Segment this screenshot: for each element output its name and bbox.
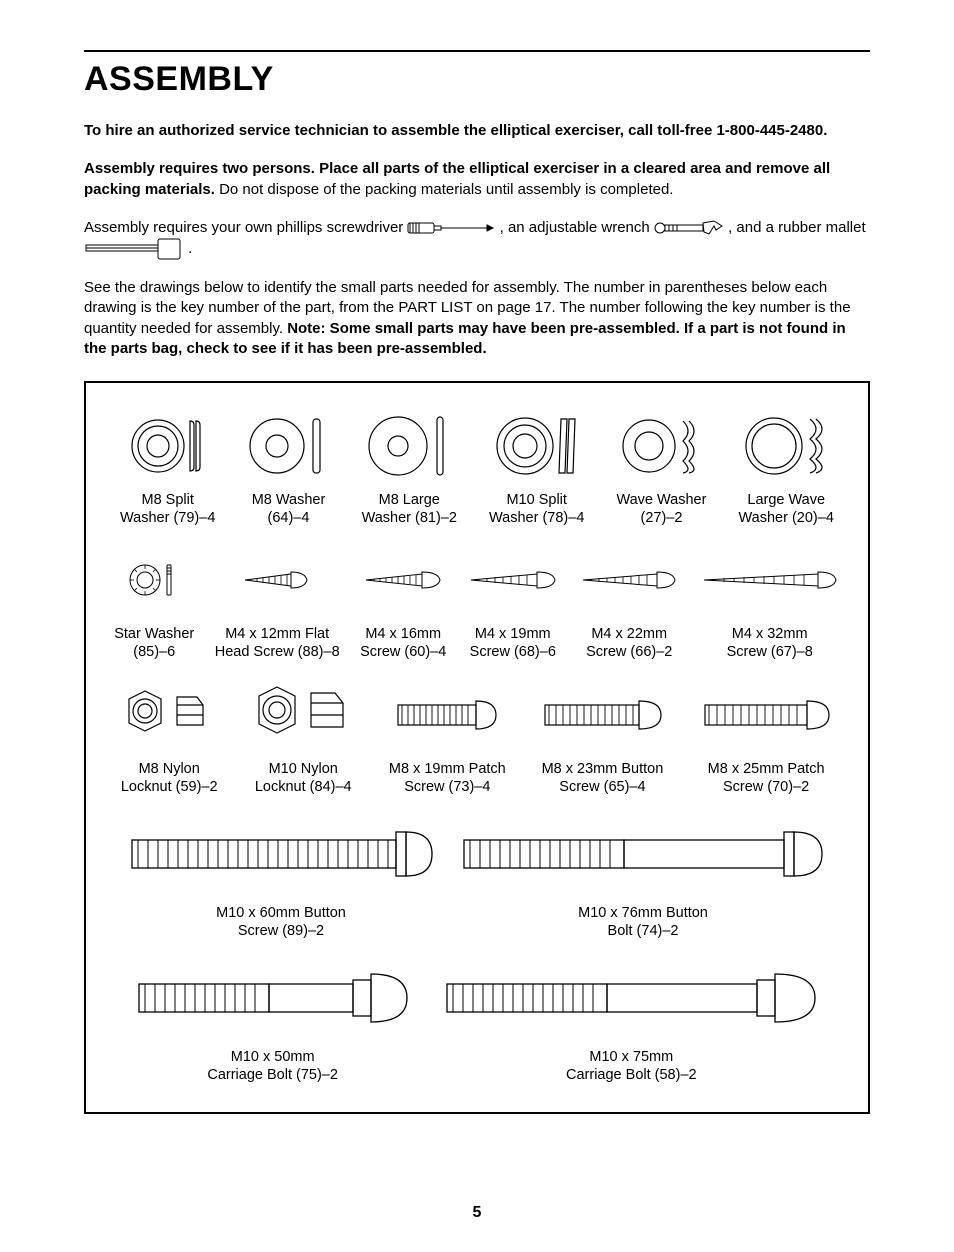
- part-m10-nylon-locknut: M10 NylonLocknut (84)–4: [251, 680, 355, 796]
- part-m10-60mm-button: M10 x 60mm Button Screw (89)–2: [126, 814, 436, 940]
- tools-text-d: .: [188, 240, 192, 257]
- tools-text-c: , and a rubber mallet: [728, 219, 866, 236]
- wrench-icon: [654, 220, 724, 236]
- part-m8-19mm-patch: M8 x 19mm PatchScrew (73)–4: [389, 680, 506, 796]
- parts-row-3: M8 NylonLocknut (59)–2 M10 NylonLocknut …: [104, 680, 850, 796]
- part-m8-25mm-patch: M8 x 25mm PatchScrew (70)–2: [699, 680, 833, 796]
- part-m4-12mm-flathead: M4 x 12mm FlatHead Screw (88)–8: [215, 545, 340, 661]
- part-m4-32mm-screw: M4 x 32mmScrew (67)–8: [700, 545, 840, 661]
- part-m8-23mm-button: M8 x 23mm ButtonScrew (65)–4: [539, 680, 665, 796]
- part-m8-washer: M8 Washer(64)–4: [247, 411, 329, 527]
- part-wave-washer: Wave Washer(27)–2: [616, 411, 706, 527]
- parts-row-2: Star Washer(85)–6 M4 x 12mm FlatHead Scr…: [104, 545, 850, 661]
- part-m10-split-washer: M10 SplitWasher (78)–4: [489, 411, 584, 527]
- part-m10-75mm-carriage: M10 x 75mm Carriage Bolt (58)–2: [441, 958, 821, 1084]
- page-number: 5: [84, 1204, 870, 1222]
- top-rule: [84, 50, 870, 52]
- intro-paragraph: To hire an authorized service technician…: [84, 121, 870, 141]
- part-star-washer: Star Washer(85)–6: [114, 545, 194, 661]
- part-m4-22mm-screw: M4 x 22mmScrew (66)–2: [579, 545, 679, 661]
- part-m8-split-washer: M8 SplitWasher (79)–4: [120, 411, 215, 527]
- two-persons-paragraph: Assembly requires two persons. Place all…: [84, 159, 870, 200]
- part-m10-50mm-carriage: M10 x 50mm Carriage Bolt (75)–2: [133, 958, 413, 1084]
- screwdriver-icon: [407, 221, 495, 235]
- tools-text-b: , an adjustable wrench: [500, 219, 654, 236]
- identify-parts-paragraph: See the drawings below to identify the s…: [84, 278, 870, 359]
- parts-box: M8 SplitWasher (79)–4 M8 Washer(64)–4 M8…: [84, 381, 870, 1114]
- part-m4-19mm-screw: M4 x 19mmScrew (68)–6: [467, 545, 559, 661]
- part-m4-16mm-screw: M4 x 16mmScrew (60)–4: [360, 545, 446, 661]
- part-m10-76mm-button-bolt: M10 x 76mm Button Bolt (74)–2: [458, 814, 828, 940]
- page-title: ASSEMBLY: [84, 60, 870, 99]
- part-large-wave-washer: Large WaveWasher (20)–4: [739, 411, 834, 527]
- mallet-icon: [84, 238, 184, 260]
- part-m8-nylon-locknut: M8 NylonLocknut (59)–2: [121, 680, 218, 796]
- tools-paragraph: Assembly requires your own phillips scre…: [84, 218, 870, 260]
- parts-row-1: M8 SplitWasher (79)–4 M8 Washer(64)–4 M8…: [104, 411, 850, 527]
- part-m8-large-washer: M8 LargeWasher (81)–2: [362, 411, 457, 527]
- parts-row-5: M10 x 50mm Carriage Bolt (75)–2 M10 x 75…: [104, 958, 850, 1084]
- parts-row-4: M10 x 60mm Button Screw (89)–2 M10 x 76m…: [104, 814, 850, 940]
- two-persons-rest: Do not dispose of the packing materials …: [215, 181, 674, 198]
- tools-text-a: Assembly requires your own phillips scre…: [84, 219, 407, 236]
